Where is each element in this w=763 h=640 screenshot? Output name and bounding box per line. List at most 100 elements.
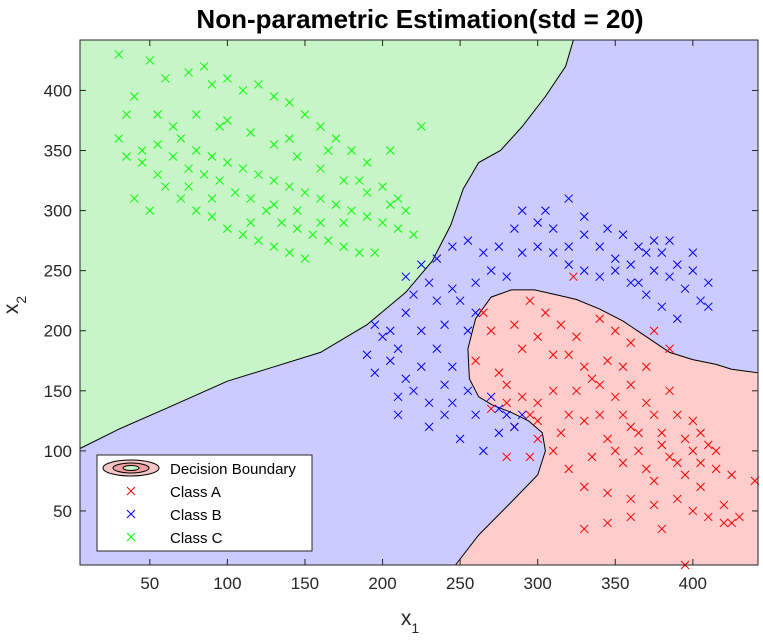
class-b-point — [626, 260, 636, 270]
class-b-point — [401, 308, 411, 318]
class-c-point — [316, 194, 325, 203]
x-tick-label: 350 — [601, 574, 629, 593]
class-b-point — [416, 326, 426, 336]
class-c-point — [385, 146, 395, 155]
class-a-point — [727, 518, 736, 528]
class-b-point — [393, 410, 403, 420]
class-a-point — [672, 458, 682, 468]
class-b-point — [362, 350, 372, 360]
class-a-point — [719, 518, 729, 528]
class-c-point — [339, 242, 349, 251]
class-c-point — [300, 254, 310, 264]
class-c-point — [223, 116, 232, 125]
class-a-point — [603, 518, 612, 528]
class-a-point — [479, 308, 488, 318]
class-b-point — [393, 392, 403, 402]
class-b-point — [665, 272, 674, 282]
x-tick-label: 100 — [213, 574, 241, 593]
y-axis-label: x2 — [0, 296, 29, 315]
class-c-point — [176, 134, 186, 143]
class-a-point — [672, 494, 682, 504]
class-a-point — [533, 332, 543, 342]
class-b-point — [610, 254, 620, 264]
class-a-point — [618, 362, 628, 372]
class-a-point — [641, 464, 651, 474]
legend-marker-class-a — [126, 486, 136, 496]
class-c-point — [277, 218, 287, 227]
class-b-point — [401, 374, 411, 384]
class-a-point — [595, 410, 605, 420]
class-b-point — [424, 278, 434, 288]
class-a-point — [703, 512, 713, 522]
class-a-point — [696, 482, 705, 492]
class-a-point — [548, 446, 558, 456]
class-a-point — [510, 320, 519, 330]
class-b-point — [564, 194, 574, 203]
class-a-point — [517, 392, 527, 402]
class-c-point — [199, 62, 209, 71]
class-c-point — [285, 248, 294, 257]
class-c-point — [331, 200, 341, 209]
x-tick-label: 250 — [446, 574, 474, 593]
class-c-point — [160, 182, 170, 191]
class-c-point — [269, 176, 279, 185]
class-c-point — [292, 224, 302, 233]
class-c-point — [160, 74, 170, 83]
class-b-point — [486, 392, 496, 402]
class-c-point — [323, 236, 333, 245]
scatter-points — [114, 50, 760, 570]
class-a-point — [618, 458, 628, 468]
class-b-point — [416, 362, 426, 372]
class-c-point — [215, 122, 224, 131]
class-b-point — [626, 278, 636, 288]
class-b-point — [634, 242, 643, 251]
class-a-point — [711, 446, 721, 456]
class-c-point — [153, 170, 162, 179]
class-a-point — [603, 488, 612, 498]
class-c-point — [122, 110, 131, 119]
class-b-point — [494, 404, 504, 414]
class-b-point — [517, 410, 527, 420]
class-a-point — [525, 452, 535, 462]
class-a-point — [634, 428, 643, 438]
class-b-point — [595, 272, 605, 282]
class-b-point — [432, 344, 442, 354]
class-a-point — [641, 398, 651, 408]
class-b-point — [409, 386, 418, 396]
class-c-point — [269, 92, 279, 101]
class-a-point — [649, 476, 659, 486]
class-a-point — [665, 386, 674, 396]
legend: Decision Boundary Class A Class B Class … — [96, 454, 313, 552]
class-c-point — [184, 164, 193, 173]
class-c-point — [292, 152, 302, 161]
class-a-point — [525, 296, 535, 306]
legend-label-class-b: Class B — [170, 507, 222, 524]
class-a-point — [541, 308, 550, 318]
class-c-point — [385, 200, 395, 209]
class-b-point — [541, 206, 550, 215]
class-b-point — [517, 248, 527, 257]
class-c-point — [393, 194, 403, 203]
x-tick-label: 200 — [368, 574, 396, 593]
class-c-point — [300, 110, 310, 119]
class-b-point — [696, 296, 705, 306]
class-b-point — [649, 266, 659, 276]
class-c-point — [230, 188, 240, 197]
class-a-point — [579, 416, 589, 426]
class-c-point — [370, 248, 380, 257]
legend-label-decision-boundary: Decision Boundary — [170, 461, 296, 478]
legend-label-class-c: Class C — [170, 530, 223, 547]
class-c-point — [409, 230, 418, 239]
class-c-point — [192, 146, 201, 155]
class-c-point — [168, 152, 178, 161]
x-axis-label: x1 — [401, 607, 420, 636]
class-b-point — [401, 272, 411, 282]
class-b-point — [385, 326, 395, 336]
class-b-point — [448, 284, 457, 294]
class-b-point — [510, 422, 519, 432]
class-a-point — [688, 416, 698, 426]
class-a-point — [564, 464, 574, 474]
class-c-point — [145, 56, 155, 65]
class-a-point — [525, 410, 535, 420]
class-a-point — [703, 440, 713, 450]
